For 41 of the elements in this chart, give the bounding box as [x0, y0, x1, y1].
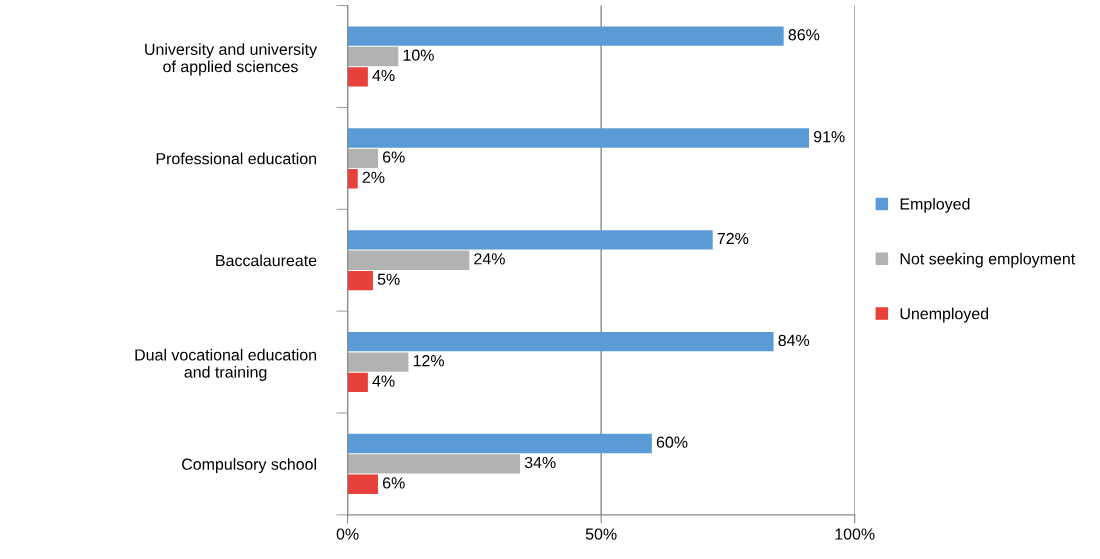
- y-tick-label: University and university of applied sciences: [145, 43, 318, 76]
- data-label: 24%: [474, 253, 505, 265]
- data-label: 12%: [413, 355, 445, 367]
- bar: [347, 433, 652, 454]
- bar: [347, 372, 368, 393]
- y-tick-label: Baccalaureate: [216, 254, 317, 267]
- bar: [347, 474, 379, 494]
- bar: [347, 67, 368, 87]
- data-label: 4%: [372, 375, 395, 387]
- data-label: 4%: [372, 69, 395, 82]
- bar: [347, 270, 373, 291]
- data-label: 5%: [377, 273, 400, 285]
- bar: [347, 128, 810, 148]
- legend-label: Unemployed: [900, 307, 989, 323]
- x-tick-label: 50%: [585, 528, 617, 540]
- data-label: 86%: [788, 29, 820, 41]
- bar: [347, 46, 399, 67]
- bar: [347, 454, 521, 474]
- bar: [347, 169, 358, 189]
- legend-label: Employed: [900, 197, 970, 213]
- data-label: 72%: [717, 232, 749, 245]
- bar: [347, 26, 784, 46]
- y-tick-label: Professional education: [156, 152, 317, 165]
- x-tick-label: 0%: [336, 528, 359, 540]
- data-label: 60%: [656, 436, 688, 448]
- data-label: 2%: [362, 171, 385, 183]
- bar: [347, 148, 379, 169]
- data-label: 91%: [813, 130, 845, 143]
- legend-label: Not seeking employment: [900, 252, 1076, 268]
- x-tick-label: 100%: [835, 528, 875, 540]
- data-label: 6%: [383, 477, 405, 489]
- data-label: 10%: [403, 49, 434, 61]
- bar: [347, 250, 470, 270]
- data-label: 84%: [778, 334, 810, 346]
- y-tick-label: Compulsory school: [182, 458, 316, 474]
- data-label: 34%: [524, 456, 556, 469]
- bar: [347, 352, 409, 372]
- bar: [347, 332, 774, 352]
- data-label: 6%: [383, 151, 405, 163]
- y-tick-label: Dual vocational education and training: [135, 348, 317, 381]
- bar: [347, 230, 713, 250]
